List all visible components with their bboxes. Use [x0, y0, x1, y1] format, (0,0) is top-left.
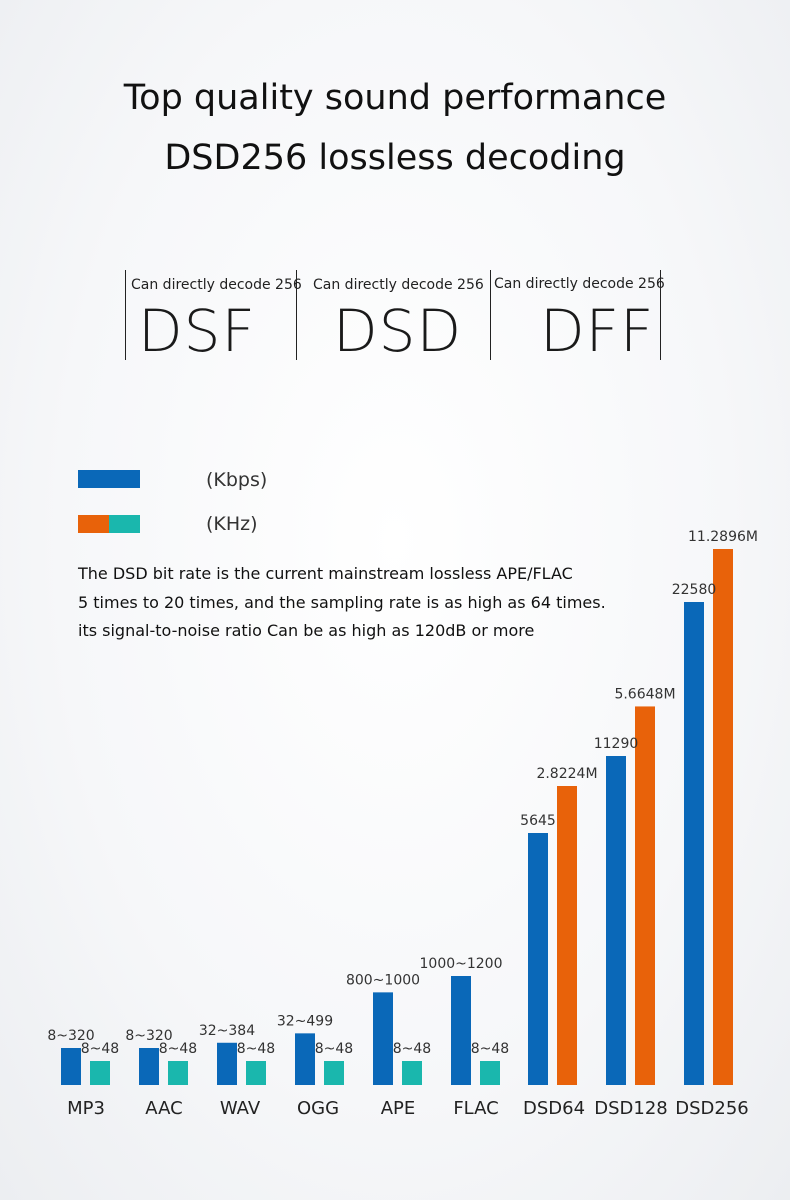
- format-caption: Can directly decode 256: [494, 276, 665, 292]
- bar-bitrate-aac: [139, 1048, 159, 1085]
- data-label-sampling: 8~48: [237, 1041, 275, 1057]
- format-divider: [660, 270, 661, 360]
- category-label: APE: [381, 1098, 416, 1119]
- bar-sampling-ape: [402, 1061, 422, 1085]
- bar-bitrate-flac: [451, 976, 471, 1085]
- data-label-bitrate: 800~1000: [346, 972, 420, 988]
- legend-swatch-orange: [78, 515, 109, 533]
- category-label: DSD256: [675, 1098, 749, 1119]
- bar-sampling-ogg: [324, 1061, 344, 1085]
- data-label-sampling: 8~48: [315, 1041, 353, 1057]
- data-label-bitrate: 1000~1200: [420, 956, 503, 972]
- description-line: The DSD bit rate is the current mainstre…: [78, 564, 573, 583]
- data-label-bitrate: 32~384: [199, 1023, 255, 1039]
- category-label: WAV: [220, 1098, 261, 1119]
- category-label: MP3: [67, 1098, 105, 1119]
- description-line: its signal-to-noise ratio Can be as high…: [78, 621, 535, 640]
- title-line-1: Top quality sound performance: [123, 78, 667, 118]
- bar-bitrate-dsd256: [684, 602, 704, 1085]
- description-line: 5 times to 20 times, and the sampling ra…: [78, 592, 606, 612]
- data-label-bitrate: 11290: [594, 736, 639, 752]
- data-label-bitrate: 8~320: [125, 1028, 172, 1044]
- legend-swatch-bitrate: [78, 470, 140, 488]
- category-label: AAC: [145, 1098, 182, 1119]
- category-label: FLAC: [453, 1098, 498, 1119]
- bar-sampling-dsd256: [713, 549, 733, 1085]
- data-label-sampling: 8~48: [471, 1041, 509, 1057]
- bar-sampling-mp3: [90, 1061, 110, 1085]
- legend-swatch-teal: [109, 515, 140, 533]
- title-line-2: DSD256 lossless decoding: [164, 138, 626, 178]
- bar-bitrate-ogg: [295, 1033, 315, 1085]
- format-divider: [125, 270, 126, 360]
- bar-bitrate-ape: [373, 992, 393, 1085]
- format-caption: Can directly decode 256: [313, 277, 484, 293]
- format-divider: [490, 270, 491, 360]
- legend-label-sampling: (KHz): [206, 513, 258, 535]
- data-label-sampling: 5.6648M: [614, 686, 675, 702]
- bar-bitrate-dsd64: [528, 833, 548, 1085]
- bar-bitrate-wav: [217, 1042, 237, 1085]
- data-label-sampling: 8~48: [393, 1041, 431, 1057]
- data-label-sampling: 2.8224M: [536, 766, 597, 782]
- data-label-bitrate: 5645: [520, 813, 556, 829]
- description: The DSD bit rate is the current mainstre…: [78, 560, 638, 646]
- format-caption: Can directly decode 256: [131, 277, 302, 293]
- format-divider: [296, 270, 297, 360]
- data-label-bitrate: 8~320: [47, 1028, 94, 1044]
- bar-sampling-aac: [168, 1061, 188, 1085]
- data-label-sampling: 8~48: [159, 1041, 197, 1057]
- legend-label-bitrate: (Kbps): [206, 469, 268, 491]
- bar-sampling-flac: [480, 1061, 500, 1085]
- data-label-bitrate: 22580: [672, 582, 717, 598]
- category-label: DSD64: [523, 1098, 585, 1119]
- format-name: DFF: [540, 297, 655, 365]
- data-label-bitrate: 32~499: [277, 1013, 333, 1029]
- format-name: DSD: [333, 297, 463, 365]
- bar-sampling-wav: [246, 1061, 266, 1085]
- bar-sampling-dsd64: [557, 786, 577, 1085]
- category-label: OGG: [297, 1098, 339, 1119]
- data-label-sampling: 8~48: [81, 1041, 119, 1057]
- data-label-sampling: 11.2896M: [688, 529, 758, 545]
- bar-bitrate-mp3: [61, 1048, 81, 1085]
- bar-bitrate-dsd128: [606, 756, 626, 1085]
- format-name: DSF: [138, 297, 256, 365]
- bar-sampling-dsd128: [635, 706, 655, 1085]
- category-label: DSD128: [594, 1098, 668, 1119]
